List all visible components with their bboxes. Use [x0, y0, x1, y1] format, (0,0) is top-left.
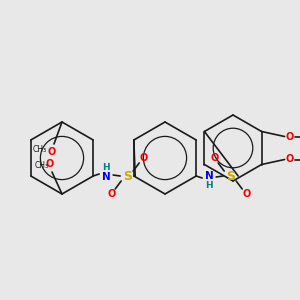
Text: H: H — [102, 163, 110, 172]
Text: O: O — [286, 154, 294, 164]
Text: O: O — [46, 159, 54, 169]
Text: O: O — [139, 153, 147, 163]
Text: O: O — [242, 189, 250, 199]
Text: O: O — [107, 189, 115, 199]
Text: N: N — [102, 172, 111, 182]
Text: H: H — [206, 182, 213, 190]
Text: CH₃: CH₃ — [33, 146, 47, 154]
Text: S: S — [123, 169, 132, 182]
Text: O: O — [286, 131, 294, 142]
Text: CH₃: CH₃ — [35, 161, 49, 170]
Text: N: N — [205, 171, 214, 181]
Text: O: O — [48, 147, 56, 157]
Text: S: S — [226, 169, 235, 182]
Text: O: O — [210, 153, 218, 163]
